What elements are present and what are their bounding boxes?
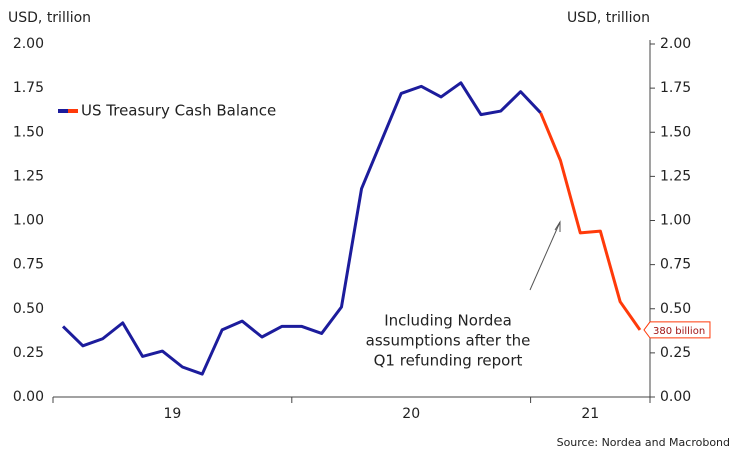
value-label: 380 billion <box>653 326 705 337</box>
legend-label: US Treasury Cash Balance <box>81 102 276 120</box>
annotation-arrowhead <box>554 220 561 232</box>
annotation: Including Nordea <box>384 312 512 330</box>
y-axis-title: USD, trillion <box>8 10 91 26</box>
x-tick-label: 19 <box>163 406 181 422</box>
y-tick-label: 0.00 <box>13 389 44 405</box>
series-line <box>61 81 542 376</box>
annotation: assumptions after the <box>366 332 531 350</box>
y-tick-label: 0.75 <box>13 257 44 273</box>
y2-tick-label: 1.25 <box>660 168 691 184</box>
value-label-box <box>643 321 711 339</box>
y2-axis-title: USD, trillion <box>567 10 650 26</box>
y2-tick-label: 0.00 <box>660 389 691 405</box>
y-tick-label: 2.00 <box>13 36 44 52</box>
x-tick-label: 20 <box>402 406 420 422</box>
source: Source: Nordea and Macrobond <box>557 436 730 449</box>
series-line <box>539 112 642 331</box>
y-tick-label: 1.25 <box>13 168 44 184</box>
y-tick-label: 0.25 <box>13 345 44 361</box>
y2-tick-label: 0.75 <box>660 257 691 273</box>
y-tick-label: 0.50 <box>13 301 44 317</box>
y2-tick-label: 1.00 <box>660 213 691 229</box>
y-tick-label: 1.75 <box>13 80 44 96</box>
x-tick-label: 21 <box>581 406 599 422</box>
y2-tick-label: 2.00 <box>660 36 691 52</box>
annotation: Q1 refunding report <box>374 352 523 370</box>
y2-tick-label: 1.75 <box>660 80 691 96</box>
y2-tick-label: 1.50 <box>660 124 691 140</box>
y-tick-label: 1.50 <box>13 124 44 140</box>
y2-tick-label: 0.25 <box>660 345 691 361</box>
y-tick-label: 1.00 <box>13 213 44 229</box>
annotation-arrow <box>529 221 561 291</box>
y2-tick-label: 0.50 <box>660 301 691 317</box>
